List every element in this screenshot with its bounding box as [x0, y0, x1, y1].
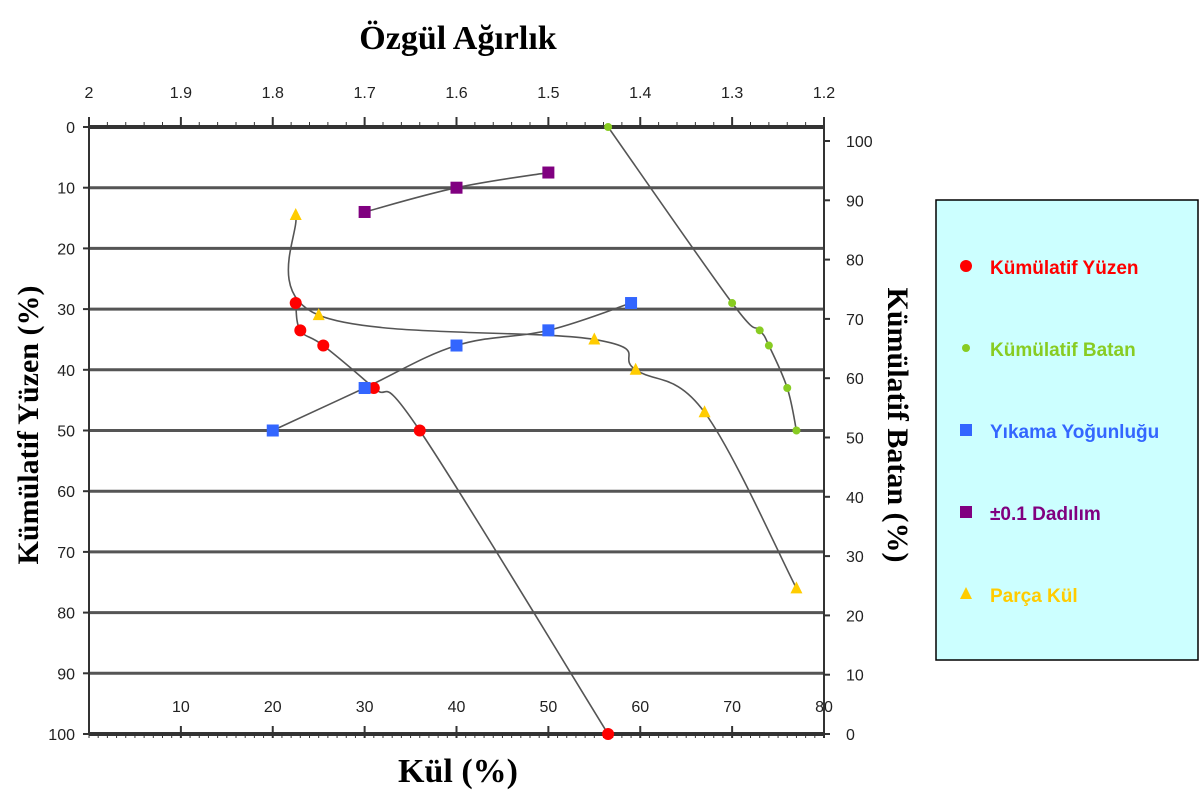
- left-y-tick-label: 70: [57, 545, 75, 562]
- right-y-tick-label: 20: [846, 608, 864, 625]
- data-point-0: [413, 424, 426, 437]
- legend-marker: [960, 587, 972, 599]
- right-y-tick-label: 10: [846, 668, 864, 685]
- series-line-4: [287, 214, 798, 589]
- left-y-tick-label: 60: [57, 484, 75, 501]
- left-y-tick-label: 50: [57, 424, 75, 441]
- data-point-2: [542, 324, 555, 337]
- data-point-1: [764, 341, 773, 350]
- legend-marker: [962, 344, 970, 352]
- legend-marker: [960, 506, 972, 518]
- data-point-3: [450, 181, 463, 194]
- legend-item-label: Yıkama Yoğunluğu: [990, 422, 1159, 443]
- right-y-tick-label: 40: [846, 490, 864, 507]
- right-y-tick-label: 100: [846, 134, 873, 151]
- top-x-tick-label: 1.8: [262, 85, 284, 102]
- data-point-2: [266, 424, 279, 437]
- left-y-tick-label: 100: [48, 727, 75, 744]
- left-y-tick-label: 40: [57, 363, 75, 380]
- legend-marker: [960, 260, 972, 272]
- series-line-0: [294, 302, 609, 735]
- top-x-tick-label: 1.7: [354, 85, 376, 102]
- bottom-x-tick-label: 10: [172, 699, 190, 716]
- right-y-tick-label: 0: [846, 727, 855, 744]
- data-point-4: [312, 308, 325, 321]
- data-point-4: [588, 332, 601, 345]
- top-axis-title: Özgül Ağırlık: [359, 20, 557, 57]
- data-point-0: [294, 324, 307, 337]
- bottom-x-tick-label: 80: [815, 699, 833, 716]
- bottom-x-tick-label: 50: [539, 699, 557, 716]
- data-point-2: [358, 382, 371, 395]
- legend-item-label: Parça Kül: [990, 586, 1078, 607]
- data-point-2: [450, 339, 463, 352]
- series-markers: [266, 123, 803, 740]
- left-y-tick-label: 0: [66, 120, 75, 137]
- bottom-x-tick-label: 20: [264, 699, 282, 716]
- right-y-axis-title: Kümülatif Batan (%): [881, 287, 914, 562]
- data-point-1: [728, 299, 737, 308]
- data-point-0: [367, 382, 380, 395]
- top-x-tick-label: 1.6: [445, 85, 467, 102]
- data-point-1: [604, 123, 613, 131]
- top-x-tick-label: 1.4: [629, 85, 651, 102]
- data-point-0: [602, 728, 615, 740]
- series-line-1: [607, 126, 798, 431]
- data-point-4: [790, 581, 803, 594]
- data-point-1: [783, 384, 792, 393]
- legend-item-label: ±0.1 Dadılım: [990, 504, 1101, 525]
- data-point-3: [542, 166, 555, 179]
- bottom-x-tick-label: 60: [631, 699, 649, 716]
- bottom-x-tick-label: 30: [356, 699, 374, 716]
- grid: [89, 186, 824, 675]
- legend: Kümülatif Yüzen Kümülatif Batan Yıkama Yoğ…: [935, 199, 1199, 661]
- left-y-tick-label: 20: [57, 241, 75, 258]
- right-y-tick-label: 30: [846, 549, 864, 566]
- left-y-axis-title: Kümülatif Yüzen (%): [12, 286, 45, 565]
- right-y-tick-label: 50: [846, 431, 864, 448]
- top-x-tick-label: 1.9: [170, 85, 192, 102]
- legend-items: Kümülatif Yüzen Kümülatif Batan Yıkama Yoğ…: [960, 258, 1159, 607]
- right-y-tick-label: 60: [846, 371, 864, 388]
- right-y-tick-label: 70: [846, 312, 864, 329]
- right-y-tick-label: 80: [846, 253, 864, 270]
- data-point-4: [289, 208, 302, 221]
- top-x-tick-label: 1.5: [537, 85, 559, 102]
- legend-item-label: Kümülatif Batan: [990, 340, 1136, 361]
- series-line-2: [272, 302, 632, 432]
- left-y-tick-label: 80: [57, 606, 75, 623]
- data-point-3: [358, 205, 371, 218]
- legend-box: [935, 199, 1199, 661]
- legend-marker: [960, 424, 972, 436]
- data-point-4: [698, 405, 711, 418]
- left-y-tick-label: 30: [57, 302, 75, 319]
- top-x-tick-label: 1.2: [813, 85, 835, 102]
- top-x-tick-label: 1.3: [721, 85, 743, 102]
- bottom-x-tick-label: 70: [723, 699, 741, 716]
- top-x-tick-label: 2: [85, 85, 94, 102]
- data-point-1: [755, 326, 764, 335]
- data-point-4: [629, 362, 642, 375]
- left-y-tick-label: 10: [57, 181, 75, 198]
- x-axis-title: Kül (%): [398, 753, 518, 790]
- axes: 0102030405060708090100100908070605040302…: [48, 85, 873, 744]
- data-point-1: [792, 426, 801, 435]
- bottom-x-tick-label: 40: [448, 699, 466, 716]
- right-y-tick-label: 90: [846, 193, 864, 210]
- left-y-tick-label: 90: [57, 666, 75, 683]
- data-point-2: [625, 297, 638, 310]
- data-point-0: [317, 339, 330, 352]
- data-point-0: [289, 297, 302, 310]
- legend-item-label: Kümülatif Yüzen: [990, 258, 1139, 279]
